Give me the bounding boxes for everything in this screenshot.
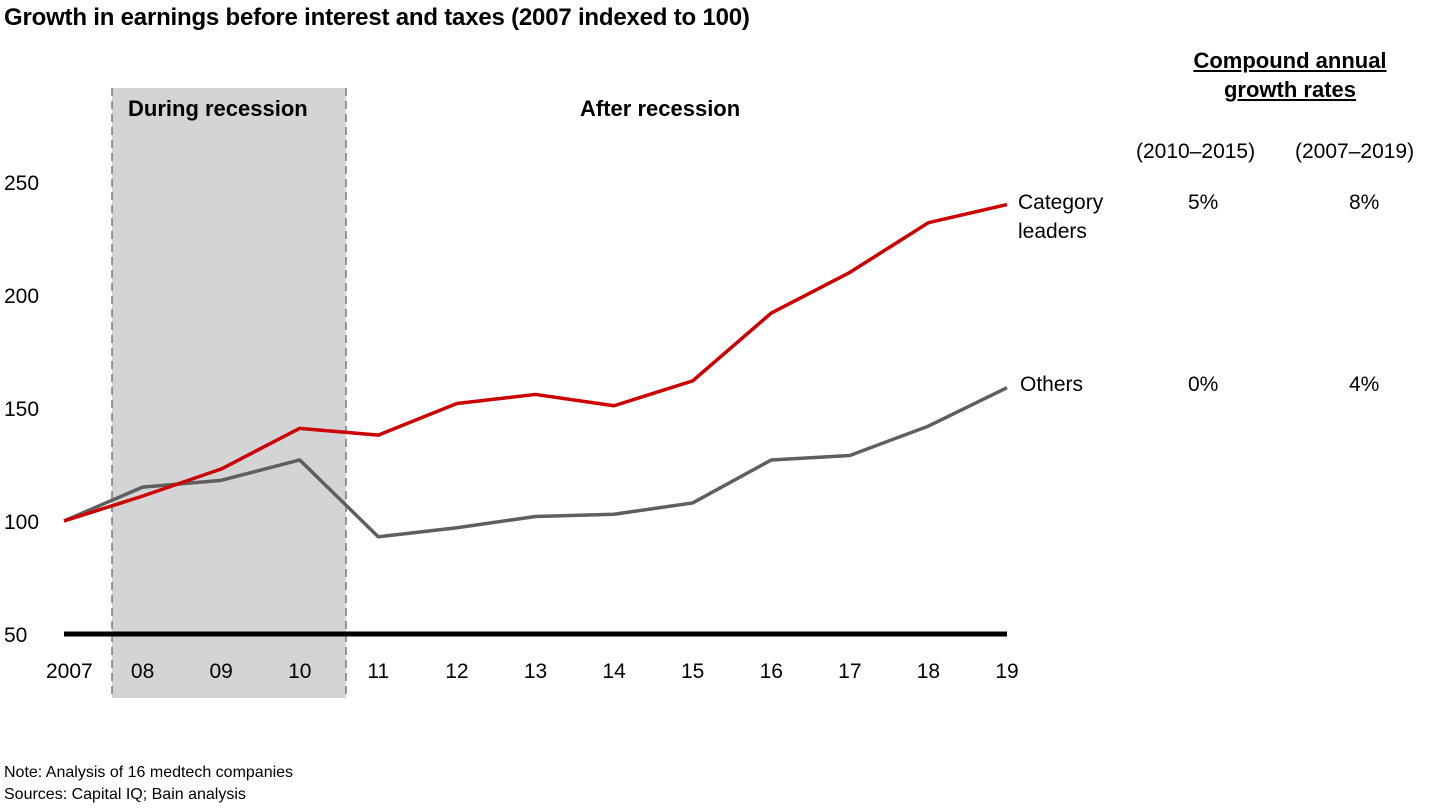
x-tick-label: 13 xyxy=(524,660,547,683)
x-tick-label: 09 xyxy=(209,660,232,683)
x-tick-label: 11 xyxy=(367,660,389,683)
y-tick-label: 150 xyxy=(4,398,39,421)
region-label-after-recession: After recession xyxy=(580,96,741,121)
legend-label-line1: Category xyxy=(1018,191,1104,214)
x-tick-label: 14 xyxy=(602,660,626,683)
cagr-leaders-2007-2019: 8% xyxy=(1349,191,1380,214)
x-tick-label: 16 xyxy=(760,660,783,683)
cagr-heading-line2: growth rates xyxy=(1223,77,1357,102)
series-line-category-leaders xyxy=(63,202,1008,523)
x-tick-label: 17 xyxy=(838,660,861,683)
footnote: Note: Analysis of 16 medtech companies xyxy=(4,764,294,781)
x-tick-label: 10 xyxy=(288,660,311,683)
cagr-others-2010-2015: 0% xyxy=(1188,373,1219,396)
x-tick-label: 18 xyxy=(917,660,940,683)
cagr-period-2007-2019: (2007–2019) xyxy=(1295,140,1415,163)
legend-label-others: Others xyxy=(1020,373,1084,396)
legend-label-line2: leaders xyxy=(1018,220,1087,243)
cagr-heading-line1: Compound annual xyxy=(1193,48,1387,73)
y-tick-label: 200 xyxy=(4,285,39,308)
sources: Sources: Capital IQ; Bain analysis xyxy=(4,786,246,803)
region-label-during-recession: During recession xyxy=(128,96,308,121)
legend-label-category-leaders: Category leaders xyxy=(1018,188,1103,246)
chart-title: Growth in earnings before interest and t… xyxy=(4,4,750,31)
y-tick-label: 250 xyxy=(4,172,39,195)
cagr-period-2010-2015: (2010–2015) xyxy=(1136,140,1256,163)
x-tick-label: 12 xyxy=(445,660,468,683)
series-line-others xyxy=(63,386,1008,539)
x-tick-label: 19 xyxy=(995,660,1018,683)
x-tick-label: 08 xyxy=(131,660,154,683)
cagr-heading: Compound annual growth rates xyxy=(1160,46,1420,104)
y-tick-label: 50 xyxy=(4,624,27,647)
recession-shaded-region xyxy=(112,88,346,698)
cagr-others-2007-2019: 4% xyxy=(1349,373,1380,396)
cagr-leaders-2010-2015: 5% xyxy=(1188,191,1219,214)
y-tick-label: 100 xyxy=(4,511,39,534)
x-tick-label: 2007 xyxy=(46,660,93,683)
x-tick-label: 15 xyxy=(681,660,704,683)
